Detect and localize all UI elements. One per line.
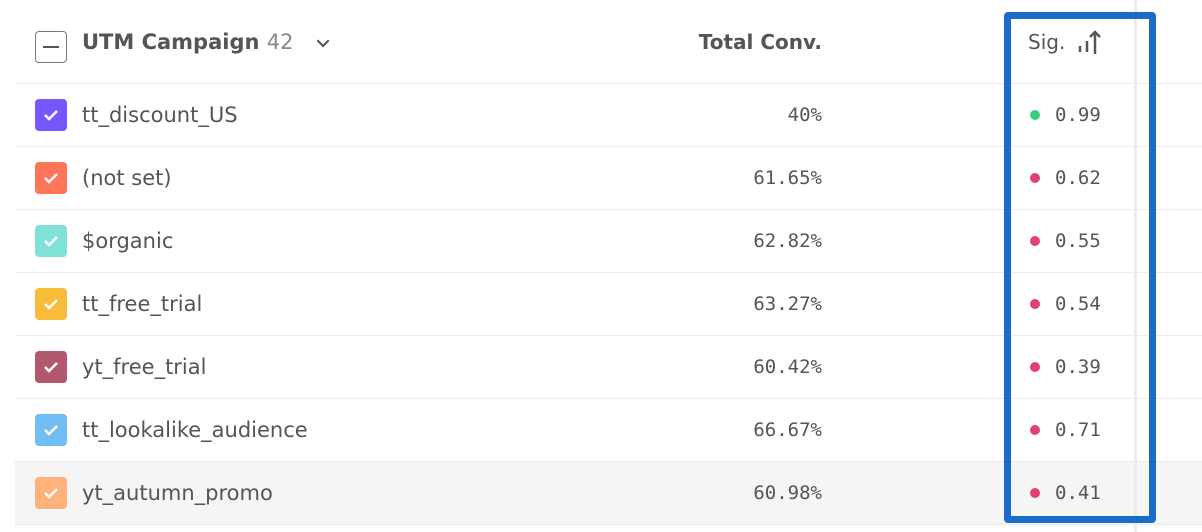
sig-value: 0.99 xyxy=(1055,104,1101,126)
check-icon xyxy=(44,173,58,184)
campaign-name: tt_discount_US xyxy=(82,103,238,127)
column-header-total-conv[interactable]: Total Conv. xyxy=(698,29,822,54)
significance-dot xyxy=(1030,173,1040,183)
campaign-count: 42 xyxy=(266,29,294,54)
column-divider xyxy=(1134,0,1137,532)
column-header-sig[interactable]: Sig. xyxy=(1028,28,1103,56)
select-all-checkbox[interactable] xyxy=(35,31,67,63)
sig-value: 0.71 xyxy=(1055,419,1101,441)
significance-dot xyxy=(1030,236,1040,246)
sig-value: 0.62 xyxy=(1055,167,1101,189)
table-row[interactable]: tt_lookalike_audience 66.67% 0.71 xyxy=(15,399,1202,462)
row-checkbox[interactable] xyxy=(35,288,67,320)
row-checkbox[interactable] xyxy=(35,477,67,509)
total-conv-value: 60.42% xyxy=(753,356,822,378)
row-checkbox[interactable] xyxy=(35,162,67,194)
total-conv-value: 62.82% xyxy=(753,230,822,252)
highlight-box xyxy=(1004,12,1156,523)
total-conv-value: 60.98% xyxy=(753,482,822,504)
total-conv-value: 40% xyxy=(787,104,822,126)
check-icon xyxy=(44,110,58,121)
sig-value: 0.54 xyxy=(1055,293,1101,315)
check-icon xyxy=(44,236,58,247)
table-row[interactable]: tt_discount_US 40% 0.99 xyxy=(15,84,1202,147)
table-row[interactable]: $organic 62.82% 0.55 xyxy=(15,210,1202,273)
row-checkbox[interactable] xyxy=(35,225,67,257)
check-icon xyxy=(44,488,58,499)
table-header: UTM Campaign 42 Total Conv. Sig. xyxy=(15,0,1202,84)
total-conv-value: 61.65% xyxy=(753,167,822,189)
row-checkbox[interactable] xyxy=(35,351,67,383)
sig-value: 0.39 xyxy=(1055,356,1101,378)
significance-dot xyxy=(1030,488,1040,498)
row-checkbox[interactable] xyxy=(35,99,67,131)
campaign-name: (not set) xyxy=(82,166,172,190)
total-conv-value: 63.27% xyxy=(753,293,822,315)
campaign-name: yt_autumn_promo xyxy=(82,481,273,505)
campaign-name: $organic xyxy=(82,229,174,253)
table-row[interactable]: (not set) 61.65% 0.62 xyxy=(15,147,1202,210)
sig-value: 0.55 xyxy=(1055,230,1101,252)
sig-value: 0.41 xyxy=(1055,482,1101,504)
sort-ascending-icon[interactable] xyxy=(1077,28,1103,56)
column-header-utm-campaign[interactable]: UTM Campaign 42 xyxy=(82,29,330,54)
check-icon xyxy=(44,425,58,436)
campaign-name: yt_free_trial xyxy=(82,355,207,379)
significance-dot xyxy=(1030,110,1040,120)
significance-dot xyxy=(1030,299,1040,309)
table-row[interactable]: tt_free_trial 63.27% 0.54 xyxy=(15,273,1202,336)
check-icon xyxy=(44,299,58,310)
chevron-down-icon[interactable] xyxy=(316,34,330,47)
check-icon xyxy=(44,362,58,373)
campaign-name: tt_lookalike_audience xyxy=(82,418,308,442)
total-conv-value: 66.67% xyxy=(753,419,822,441)
table-row[interactable]: yt_free_trial 60.42% 0.39 xyxy=(15,336,1202,399)
significance-dot xyxy=(1030,362,1040,372)
campaign-name: tt_free_trial xyxy=(82,292,203,316)
significance-dot xyxy=(1030,425,1040,435)
row-checkbox[interactable] xyxy=(35,414,67,446)
